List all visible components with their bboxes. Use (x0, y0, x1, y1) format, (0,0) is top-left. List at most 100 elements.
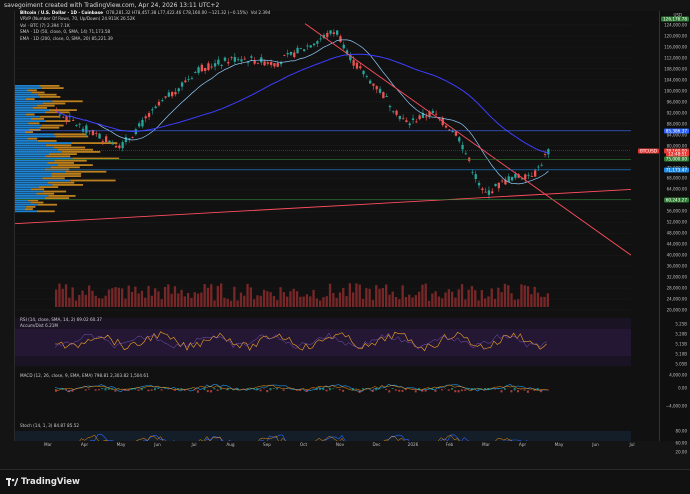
volume-bar (375, 285, 378, 307)
volume-bar (447, 289, 451, 307)
candle-body (207, 63, 210, 71)
macd-histogram-bar (210, 390, 213, 393)
volume-bar (170, 293, 173, 307)
macd-axis-label: 0.00 (678, 385, 687, 391)
price-tag[interactable]: 60,243.27 (663, 197, 689, 203)
macd-histogram-bar (391, 388, 394, 389)
macd-histogram-bar (180, 388, 183, 390)
volume-bar (335, 297, 338, 307)
legend-vrvp[interactable]: VRVP (Number Of Rows, 70, Up/Down) 24.91… (20, 16, 136, 22)
price-tick-label: 88,000.00 (666, 121, 687, 127)
volume-bar (229, 300, 233, 307)
stoch-pane-label[interactable]: Stoch (14, 1, 3) 84.87 85.52 (20, 423, 80, 428)
volume-bar (249, 287, 253, 307)
candle-body (385, 96, 388, 98)
volume-profile-bar-buy (15, 179, 71, 182)
volume-bar (266, 291, 269, 307)
price-tag[interactable]: 85,386.37 (663, 128, 689, 134)
price-tag[interactable]: 126,176.78 (661, 16, 689, 22)
volume-bar (385, 284, 388, 307)
volume-bar (414, 295, 418, 307)
rsi-pane-label[interactable]: RSI (14, close, SMA, 14, 2) 69.02 60.37 (20, 317, 102, 322)
volume-bar (97, 298, 101, 307)
volume-bar (137, 293, 140, 307)
volume-profile-bar-buy (15, 197, 45, 199)
macd-histogram-bar (414, 390, 417, 393)
macd-histogram-bar (421, 389, 424, 392)
chart-canvas[interactable] (15, 11, 631, 441)
macd-histogram-bar (540, 390, 543, 393)
macd-histogram-bar (394, 389, 397, 391)
candle-body (434, 113, 438, 115)
candle-body (108, 140, 111, 143)
macd-pane-label[interactable]: MACD (12, 26, close, 9, EMA, EMA) 798.81… (20, 373, 149, 378)
macd-histogram-bar (546, 389, 549, 391)
candle-body (184, 80, 187, 83)
volume-bar (279, 287, 282, 307)
time-tick-label: Jun (592, 442, 599, 447)
macd-histogram-bar (282, 389, 285, 391)
price-tick-label: 32,000.00 (666, 274, 687, 280)
macd-histogram-bar (203, 388, 206, 391)
price-tag[interactable]: 12:48:51 (666, 151, 689, 157)
volume-profile-bar-sell (42, 177, 65, 180)
legend-vol-btc[interactable]: Vol · BTC (7) 2.394 7.1K (20, 22, 70, 28)
time-tick-label: Oct (299, 442, 308, 447)
candle-body (223, 57, 227, 61)
candle-body (481, 188, 484, 191)
volume-profile-bar-buy (15, 124, 42, 127)
price-tick-label: 80,000.00 (666, 143, 687, 149)
volume-profile-bar-buy (15, 133, 55, 136)
macd-histogram-bar (375, 388, 378, 391)
price-axis[interactable]: USD 124,000.00 120,000.00 116,000.00 112,00… (637, 11, 690, 455)
price-tag[interactable]: 71,173.47 (663, 167, 689, 173)
volume-bar (457, 289, 460, 307)
volume-bar (246, 283, 249, 307)
candle-body (474, 174, 477, 180)
macd-histogram-bar (487, 388, 490, 391)
volume-profile-bar-sell (27, 89, 37, 92)
accum-dist-label[interactable]: Accum/Dist 6.21M (20, 323, 59, 328)
candle-body (408, 123, 411, 126)
macd-histogram-bar (154, 388, 156, 391)
candle-body (190, 78, 194, 79)
volume-profile-bar-buy (15, 93, 38, 96)
credit-line: savegoiment created with TradingView.com… (4, 2, 220, 9)
volume-profile-bar-sell (27, 137, 38, 140)
volume-bar (437, 296, 441, 307)
candle-body (174, 91, 177, 95)
volume-bar (84, 294, 88, 307)
chart-area[interactable] (14, 11, 661, 441)
volume-profile-bar-sell (36, 104, 55, 107)
price-tag[interactable]: 75,000.00 (663, 156, 689, 162)
macd-histogram-bar (272, 388, 275, 389)
volume-profile-bar-buy (15, 131, 25, 133)
macd-histogram-bar (454, 390, 457, 393)
macd-signal-line (54, 384, 547, 391)
volume-profile-bar-sell (52, 100, 83, 103)
macd-histogram-bar (388, 390, 391, 393)
volume-profile-bar-buy (15, 192, 37, 195)
tradingview-logo[interactable]: TradingView (6, 477, 80, 487)
candle-body (167, 92, 171, 97)
volume-profile-bar-buy (15, 96, 40, 98)
time-tick-label: Nov (335, 442, 345, 447)
rsi-ma-line (54, 332, 547, 350)
candle-body (101, 141, 105, 142)
price-tag[interactable]: 78,160.00 (663, 148, 689, 154)
volume-profile-bar-sell (53, 146, 86, 149)
volume-bar (111, 288, 114, 307)
legend-ohlc: O78,281.32 H78,457.38 L77,422.46 C78,160… (105, 10, 248, 15)
macd-histogram-bar (418, 388, 420, 390)
legend-symbol[interactable]: Bitcoin / U.S. Dollar · 1D · Coinbase (20, 10, 103, 15)
candle-body (71, 119, 75, 121)
volume-bar (312, 289, 315, 307)
volume-bar (474, 290, 477, 307)
volume-bar (477, 300, 480, 307)
legend-sma[interactable]: SMA · 1D (50, close, 0, SMA, 14) 71,173.… (20, 29, 111, 35)
volume-bar (520, 284, 523, 307)
rsi-band (15, 329, 631, 356)
volume-axis-label: 5.15B (675, 341, 687, 347)
legend-ema[interactable]: EMA · 1D (200, close, 0, SMA, 20) 85,221… (20, 35, 113, 41)
macd-histogram-bar (437, 388, 440, 389)
